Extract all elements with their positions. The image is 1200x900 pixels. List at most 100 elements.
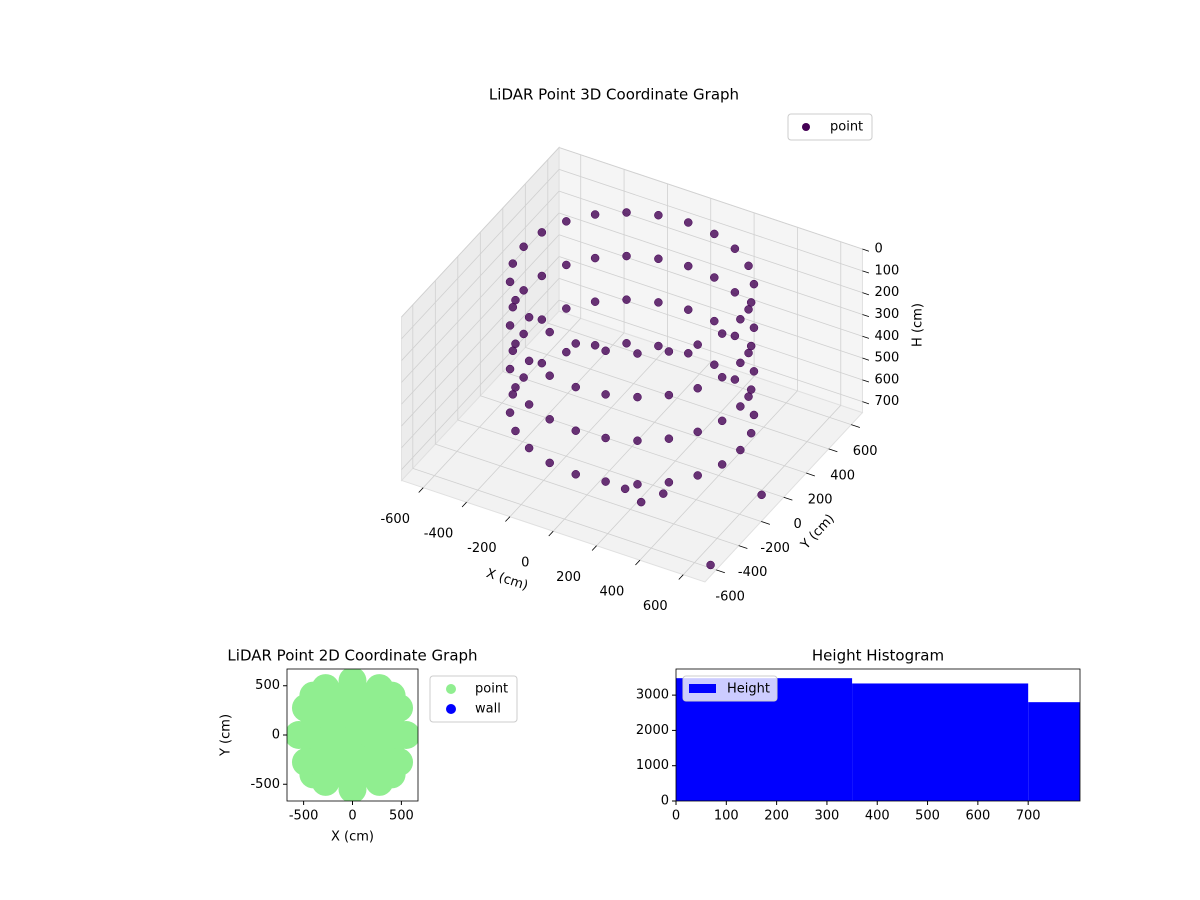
grid-line: [558, 168, 863, 272]
z-tick-label: 700: [874, 394, 899, 409]
grid-line: [558, 234, 863, 337]
x-tick-label: -400: [424, 527, 454, 542]
point: [664, 390, 674, 400]
z-tick-label: 600: [874, 372, 899, 387]
point: [537, 271, 547, 281]
point: [664, 478, 674, 487]
point: [508, 259, 518, 268]
z-axis-label: H (cm): [911, 303, 926, 347]
point: [601, 433, 610, 443]
grid-line: [401, 234, 560, 405]
point: [664, 434, 674, 443]
x-tick-label: 200: [556, 570, 581, 585]
y-tick-label: 1000: [636, 758, 669, 773]
tick-mark: [783, 496, 793, 501]
x-tick-label: 700: [1016, 809, 1041, 824]
point: [545, 327, 554, 337]
y-tick-label: -500: [250, 777, 280, 792]
grid-line: [435, 443, 739, 547]
bar: [1028, 702, 1080, 801]
points: [287, 669, 418, 801]
tick-mark: [862, 379, 870, 383]
point: [385, 693, 414, 722]
point: [749, 367, 759, 376]
tick-mark: [862, 335, 870, 339]
point: [710, 273, 719, 282]
point: [365, 767, 394, 796]
point: [744, 261, 753, 271]
bar: [852, 683, 1029, 801]
x-tick-label: -200: [467, 541, 497, 556]
point: [684, 218, 693, 227]
legend-box: [787, 113, 873, 141]
point: [318, 721, 347, 749]
point: [524, 313, 534, 322]
point: [338, 775, 367, 801]
point: [746, 428, 756, 438]
x-tick-label: 500: [915, 809, 940, 824]
point: [505, 364, 515, 374]
point: [338, 669, 367, 695]
point: [730, 375, 740, 384]
point: [291, 693, 320, 722]
point: [590, 210, 600, 219]
point: [654, 341, 663, 351]
x-tick-label: 0: [672, 809, 680, 824]
point: [511, 426, 520, 436]
grid-line: [558, 190, 863, 294]
point: [730, 331, 740, 341]
point: [736, 315, 745, 324]
point: [562, 347, 571, 357]
grid-line: [401, 299, 560, 470]
point: [508, 390, 518, 399]
point: [392, 721, 418, 749]
point: [659, 489, 668, 498]
grid-line: [558, 299, 863, 403]
x-tick-label: -600: [380, 512, 410, 527]
grid-line: [547, 322, 852, 426]
point: [684, 305, 693, 314]
legend-label: point: [830, 120, 863, 135]
tick-mark: [635, 559, 641, 566]
point: [622, 339, 631, 348]
x-tick-label: 0: [521, 556, 529, 571]
tick-mark: [548, 530, 554, 537]
point: [508, 302, 518, 312]
point: [633, 349, 642, 358]
point: [590, 297, 600, 306]
legend-label: wall: [475, 702, 501, 717]
point: [654, 254, 663, 264]
tick-mark: [862, 314, 870, 318]
y-tick-label: -400: [738, 565, 768, 580]
grid-line: [457, 419, 762, 522]
point: [508, 346, 518, 356]
grid-line: [558, 147, 863, 250]
point: [684, 349, 693, 358]
point: [710, 360, 719, 369]
point: [717, 460, 727, 469]
grid-line: [401, 147, 560, 318]
tick-mark: [806, 472, 815, 477]
tick-mark: [828, 448, 838, 453]
tick-mark: [461, 501, 467, 508]
point: [622, 251, 631, 261]
chart-title: LiDAR Point 3D Coordinate Graph: [489, 86, 739, 104]
point: [571, 470, 580, 479]
point: [524, 356, 534, 366]
grid-line: [558, 256, 863, 359]
point: [601, 346, 610, 356]
point: [636, 497, 646, 507]
point: [311, 767, 340, 796]
tick-mark: [591, 545, 597, 551]
legend-marker: [446, 704, 456, 714]
x-axis-label: X (cm): [331, 830, 374, 845]
point: [338, 740, 367, 769]
grid-line: [401, 212, 560, 383]
y-tick-label: 200: [808, 493, 833, 508]
x-tick-label: 600: [965, 809, 990, 824]
plot-histogram: 0 100 200 300 400 500 600 700 0 1000 2000 3000 Heigh…: [636, 647, 1081, 824]
y-tick-label: 0: [661, 794, 669, 809]
z-tick-label: 200: [874, 285, 899, 300]
point: [562, 217, 571, 226]
point: [736, 402, 745, 411]
